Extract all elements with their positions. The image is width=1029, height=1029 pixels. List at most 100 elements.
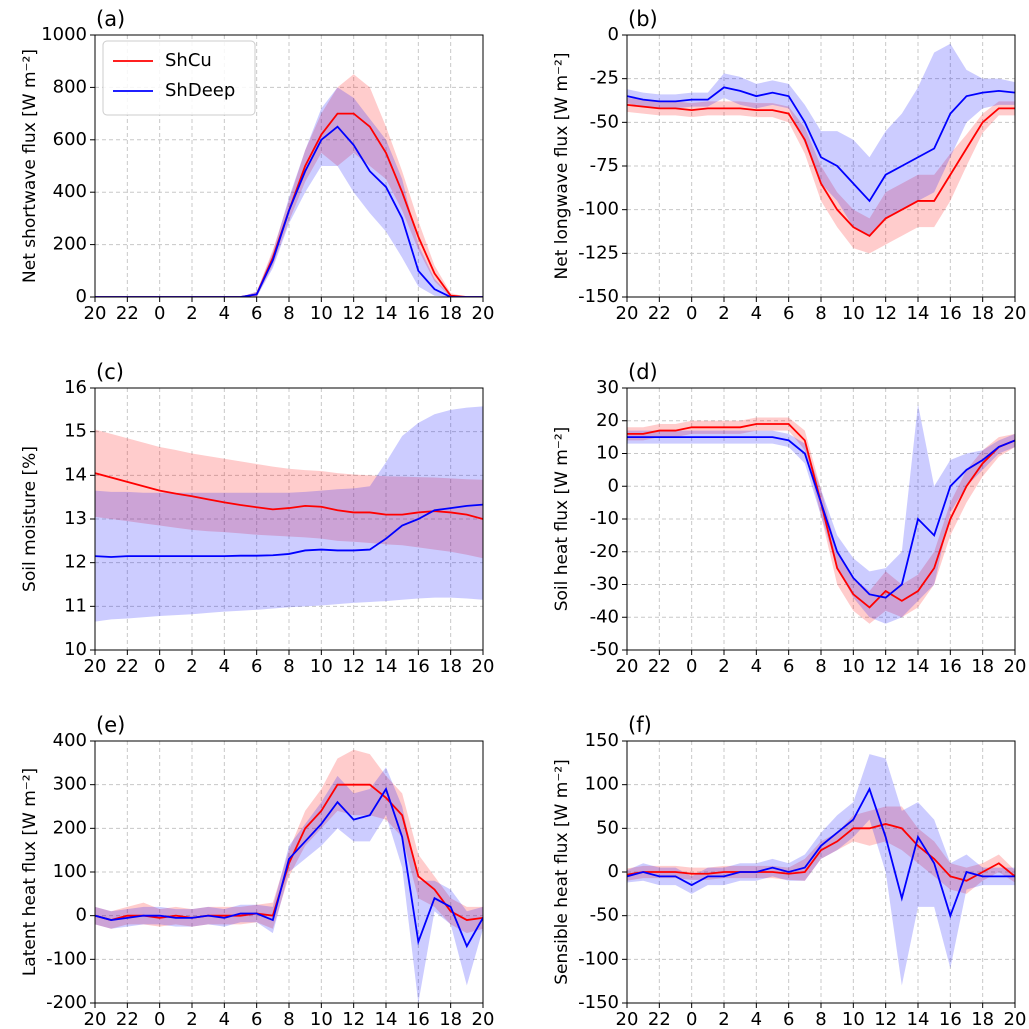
y-tick-label: -100 [578, 948, 619, 969]
x-tick-label: 6 [783, 1009, 794, 1029]
plot-area [95, 749, 483, 1003]
y-tick-label: 0 [76, 286, 87, 307]
panel-label: (a) [96, 7, 125, 31]
panel: 20 22 0 2 4 6 8 10 12 14 16 18 2002004006008001000(a… [20, 7, 494, 324]
x-tick-label: 18 [439, 303, 462, 324]
y-tick-label: -20 [590, 541, 619, 562]
legend-label: ShCu [165, 50, 212, 71]
x-tick-label: 2 [718, 303, 729, 324]
x-tick-label: 0 [154, 656, 165, 677]
x-tick-label: 0 [686, 656, 697, 677]
x-tick-label: 0 [686, 303, 697, 324]
x-tick-label: 18 [439, 1009, 462, 1029]
y-tick-label: -75 [590, 155, 619, 176]
y-tick-label: 100 [585, 774, 619, 795]
y-tick-label: 200 [53, 817, 87, 838]
series-line [627, 823, 1015, 882]
band [95, 767, 483, 1003]
x-tick-label: 12 [342, 1009, 365, 1029]
panel-label: (c) [96, 360, 124, 384]
series-line [627, 436, 1015, 599]
x-tick-label: 10 [310, 656, 333, 677]
x-tick-label: 12 [342, 656, 365, 677]
panel: 20 22 0 2 4 6 8 10 12 14 16 18 20-200-10001002003004… [20, 713, 494, 1029]
x-tick-label: 6 [251, 656, 262, 677]
band [627, 754, 1015, 986]
x-tick-label: 20 [616, 303, 639, 324]
plot-area [95, 406, 483, 622]
x-tick-label: 10 [842, 656, 865, 677]
y-axis-label: Net longwave flux [W m⁻²] [552, 53, 572, 280]
y-tick-label: 12 [64, 552, 87, 573]
panel-label: (b) [628, 7, 658, 31]
x-tick-label: 8 [815, 303, 826, 324]
x-tick-label: 2 [186, 656, 197, 677]
x-tick-label: 20 [472, 303, 495, 324]
y-axis-label: Net shortwave flux [W m⁻²] [20, 49, 40, 283]
x-tick-label: 16 [407, 303, 430, 324]
y-tick-label: 150 [585, 730, 619, 751]
y-tick-label: 0 [608, 24, 619, 45]
y-tick-label: 600 [53, 129, 87, 150]
y-tick-label: 50 [596, 817, 619, 838]
series-line [95, 786, 483, 949]
x-tick-label: 4 [219, 303, 230, 324]
x-tick-label: 22 [116, 656, 139, 677]
y-tick-label: -100 [46, 948, 87, 969]
x-tick-label: 20 [1004, 1009, 1027, 1029]
y-tick-label: 10 [64, 639, 87, 660]
x-tick-label: 22 [116, 303, 139, 324]
band [95, 74, 483, 297]
x-tick-label: 4 [751, 1009, 762, 1029]
band [95, 749, 483, 934]
x-tick-label: 20 [1004, 303, 1027, 324]
y-tick-label: -30 [590, 574, 619, 595]
x-tick-label: 8 [815, 656, 826, 677]
y-tick-label: 400 [53, 181, 87, 202]
y-tick-label: 0 [608, 861, 619, 882]
y-tick-label: 400 [53, 730, 87, 751]
y-tick-label: -50 [590, 111, 619, 132]
y-tick-label: 16 [64, 377, 87, 398]
x-tick-label: 4 [219, 656, 230, 677]
x-tick-label: 2 [718, 1009, 729, 1029]
x-tick-label: 20 [84, 656, 107, 677]
series-line [95, 472, 483, 520]
band [627, 404, 1015, 624]
x-tick-label: 8 [283, 1009, 294, 1029]
x-tick-label: 4 [751, 303, 762, 324]
x-tick-label: 16 [939, 1009, 962, 1029]
axes-frame [626, 387, 1016, 651]
x-tick-label: 20 [472, 1009, 495, 1029]
x-tick-label: 12 [874, 1009, 897, 1029]
x-tick-label: 6 [251, 1009, 262, 1029]
panel-label: (d) [628, 360, 658, 384]
y-tick-label: -200 [46, 992, 87, 1013]
x-tick-label: 20 [1004, 656, 1027, 677]
x-tick-label: 6 [251, 303, 262, 324]
axes-frame [94, 387, 484, 651]
band [95, 429, 483, 559]
series-line [95, 503, 483, 558]
x-tick-label: 22 [116, 1009, 139, 1029]
x-tick-label: 8 [283, 656, 294, 677]
y-tick-label: -125 [578, 242, 619, 263]
legend-box [102, 40, 256, 116]
plot-area [627, 754, 1015, 986]
x-tick-label: 2 [718, 656, 729, 677]
x-tick-label: 4 [751, 656, 762, 677]
y-tick-label: 1000 [41, 24, 87, 45]
legend-label: ShDeep [165, 80, 235, 101]
y-tick-label: 20 [596, 410, 619, 431]
x-tick-label: 10 [310, 303, 333, 324]
y-tick-label: -40 [590, 606, 619, 627]
series-line [627, 786, 1015, 919]
panel: 20 22 0 2 4 6 8 10 12 14 16 18 20-150-125-100-75-50-… [552, 7, 1026, 324]
band [95, 87, 483, 297]
x-tick-label: 22 [648, 1009, 671, 1029]
x-tick-label: 16 [407, 1009, 430, 1029]
x-tick-label: 20 [472, 656, 495, 677]
y-tick-label: -150 [578, 286, 619, 307]
y-tick-label: 10 [596, 443, 619, 464]
panel-label: (e) [96, 713, 125, 737]
